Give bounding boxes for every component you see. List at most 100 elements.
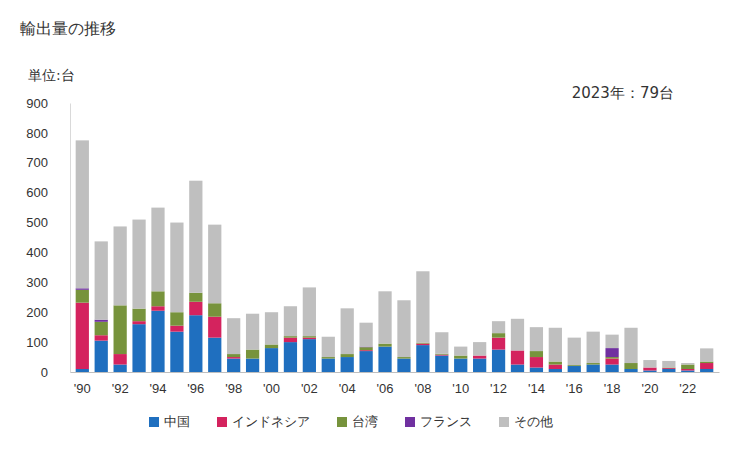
chart: 輸出量の推移単位:台2023年：79台010020030040050060070…	[0, 0, 729, 450]
legend-label: インドネシア	[232, 414, 310, 429]
bar	[511, 350, 524, 364]
y-tick: 200	[26, 305, 70, 320]
bar	[378, 291, 391, 343]
bar	[284, 306, 297, 336]
bar	[530, 351, 543, 357]
bar	[170, 223, 183, 313]
legend-label: その他	[514, 414, 553, 429]
legend-label: 台湾	[352, 414, 378, 429]
bar	[587, 365, 600, 372]
bar	[378, 344, 391, 347]
y-tick: 700	[26, 155, 70, 170]
bar	[643, 368, 656, 371]
bar	[189, 315, 202, 372]
bar	[624, 363, 637, 369]
x-tick-label: '16	[566, 381, 583, 396]
bar	[114, 354, 127, 364]
bar	[265, 312, 278, 344]
bar	[605, 335, 618, 348]
bar	[114, 305, 127, 354]
x-tick-label: '04	[339, 381, 356, 396]
y-tick: 900	[26, 96, 70, 111]
y-tick: 0	[41, 365, 70, 380]
x-tick-label: '14	[528, 381, 545, 396]
bar	[284, 342, 297, 372]
bar	[492, 321, 505, 333]
bar	[227, 318, 240, 354]
x-tick: '96	[187, 372, 204, 396]
bar	[132, 220, 145, 309]
bar	[700, 362, 713, 363]
bar	[170, 332, 183, 372]
bar	[454, 359, 467, 372]
x-tick: '08	[414, 372, 431, 396]
bar	[341, 354, 354, 357]
bar	[492, 333, 505, 337]
bar	[76, 303, 89, 369]
x-tick: '18	[604, 372, 621, 396]
bar	[700, 369, 713, 372]
legend-label: 中国	[164, 414, 190, 429]
legend-item: フランス	[405, 414, 472, 429]
legend-item: 中国	[149, 414, 190, 429]
legend-swatch	[149, 417, 159, 427]
x-tick-label: '92	[112, 381, 129, 396]
bar	[643, 371, 656, 372]
bar	[492, 338, 505, 350]
bar	[568, 366, 581, 372]
y-tick-label: 900	[26, 96, 48, 111]
bar	[246, 359, 259, 372]
y-axis-line	[70, 104, 71, 373]
y-axis: 0100200300400500600700800900	[26, 96, 70, 380]
series-bars	[76, 288, 619, 357]
x-axis-line	[71, 372, 720, 373]
legend-label: フランス	[420, 414, 472, 429]
bar	[95, 320, 108, 322]
y-tick-label: 0	[41, 365, 48, 380]
bar	[151, 208, 164, 292]
y-label: 単位:台	[28, 67, 75, 83]
y-tick-label: 100	[26, 335, 48, 350]
bar	[530, 368, 543, 372]
bar	[322, 358, 335, 359]
bar	[208, 317, 221, 338]
bar	[208, 225, 221, 304]
bar	[246, 314, 259, 350]
x-tick: '00	[263, 372, 280, 396]
x-tick-label: '22	[679, 381, 696, 396]
bar	[359, 323, 372, 347]
y-tick: 100	[26, 335, 70, 350]
legend-swatch	[337, 417, 347, 427]
x-tick: '04	[339, 372, 356, 396]
bar	[132, 324, 145, 372]
legend-item: その他	[499, 414, 553, 429]
bar	[454, 356, 467, 359]
bar	[624, 369, 637, 372]
bar	[605, 357, 618, 358]
bar	[246, 350, 259, 359]
y-tick: 800	[26, 126, 70, 141]
bar	[322, 337, 335, 357]
bar	[132, 321, 145, 324]
title: 輸出量の推移	[20, 19, 116, 38]
bar	[341, 308, 354, 354]
bar	[208, 338, 221, 372]
y-tick: 300	[26, 275, 70, 290]
y-tick: 400	[26, 245, 70, 260]
x-tick: '90	[74, 372, 91, 396]
bar	[114, 226, 127, 305]
bar	[681, 363, 694, 364]
bar	[549, 362, 562, 365]
x-tick: '14	[528, 372, 545, 396]
bar	[265, 345, 278, 349]
bar	[662, 369, 675, 372]
x-tick: '94	[150, 372, 167, 396]
bar	[189, 293, 202, 302]
bar	[170, 326, 183, 332]
x-tick-label: '02	[301, 381, 318, 396]
bar	[378, 347, 391, 372]
bar	[549, 365, 562, 369]
bar	[435, 332, 448, 354]
bar	[265, 348, 278, 372]
bar	[605, 359, 618, 365]
